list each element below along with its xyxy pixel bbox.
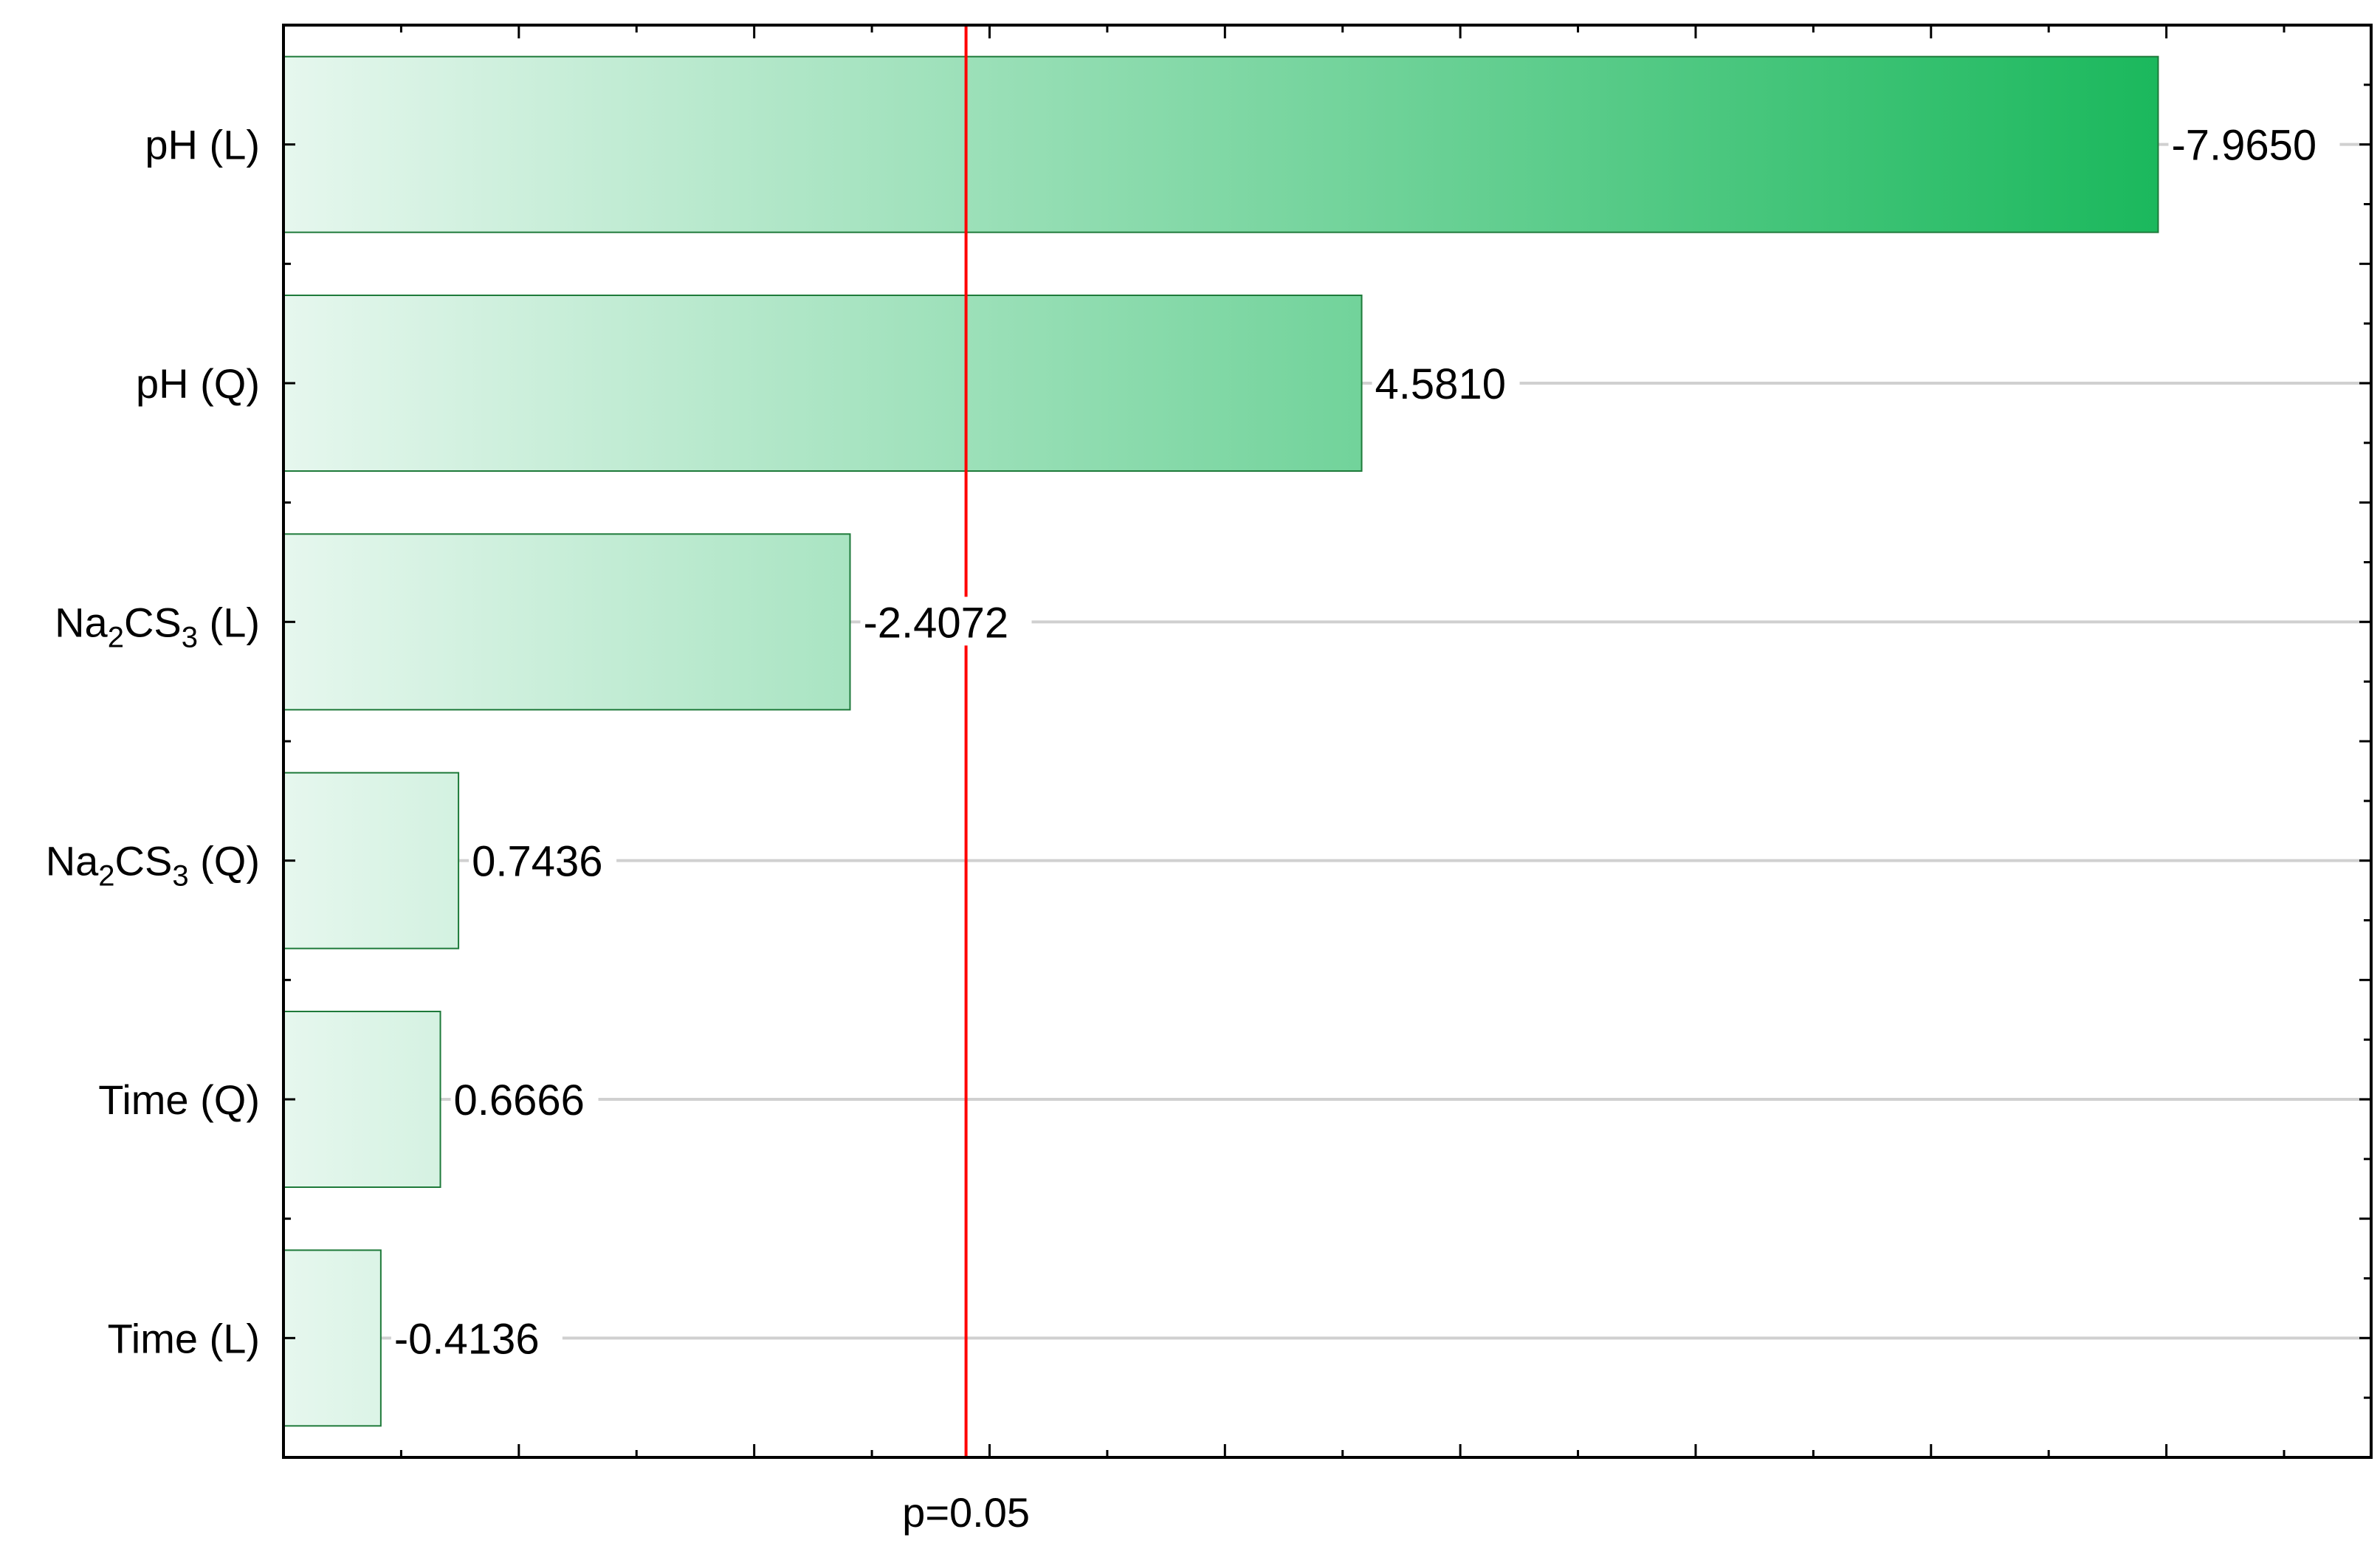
category-label: Time (L) (108, 1315, 260, 1361)
category-label: Na2CS3 (L) (55, 599, 260, 653)
bars (283, 55, 2159, 1427)
value-label: 0.6666 (454, 1076, 585, 1124)
bar (283, 1011, 441, 1188)
category-label: Na2CS3 (Q) (46, 838, 260, 893)
value-label-bg (2168, 119, 2340, 168)
value-label: -0.4136 (394, 1315, 540, 1363)
value-label-bg (450, 1074, 599, 1123)
reference-line-label: p=0.05 (902, 1489, 1030, 1536)
value-label-bg (391, 1313, 563, 1362)
value-label-bg (860, 597, 1032, 646)
bar (283, 295, 1363, 472)
bar (283, 55, 2159, 233)
value-label: -7.9650 (2171, 122, 2317, 170)
value-label: 0.7436 (472, 838, 602, 886)
bar (283, 1249, 382, 1427)
category-label: pH (Q) (136, 360, 260, 407)
value-label-bg (469, 835, 617, 884)
category-label: pH (L) (145, 122, 260, 168)
category-labels: pH (L) pH (Q) Na2CS3 (L) Na2CS3 (Q) Time (Q)… (46, 122, 260, 1362)
axis-ticks (282, 24, 2371, 1459)
bar (283, 533, 851, 711)
bar (283, 772, 460, 949)
value-label: 4.5810 (1375, 360, 1506, 408)
value-label: -2.4072 (863, 599, 1008, 647)
value-labels: -7.9650 4.5810 -2.4072 0.7436 0.6666 -0.4136 (391, 119, 2340, 1363)
plot-frame (282, 24, 2373, 1459)
category-label: Time (Q) (98, 1076, 260, 1123)
value-label-bg (1372, 358, 1520, 407)
